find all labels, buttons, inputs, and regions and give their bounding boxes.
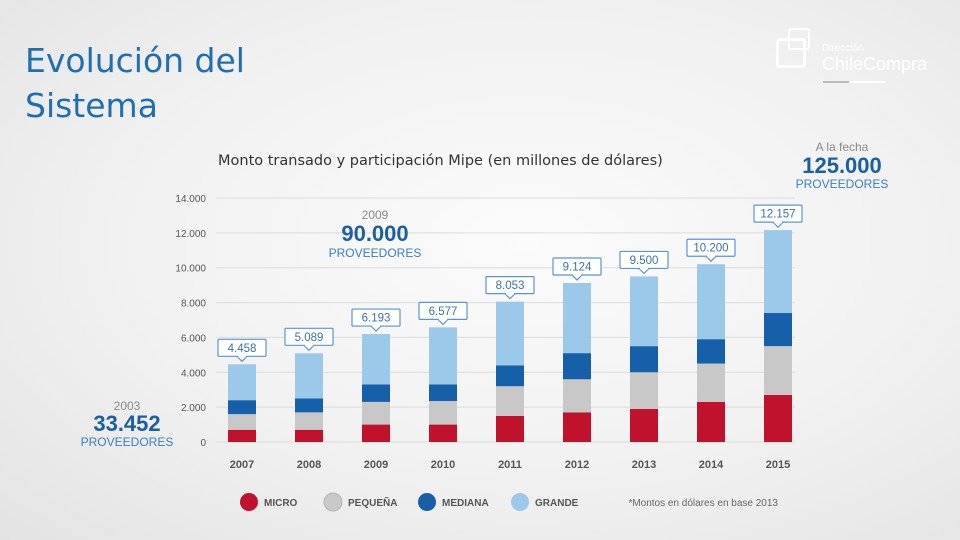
legend-swatch-mediana — [418, 493, 436, 511]
total-callout-pointer-2007 — [236, 355, 248, 363]
total-callout-pointer-2008 — [303, 344, 315, 352]
bar-segment-micro-2014 — [697, 401, 725, 442]
bar-segment-micro-2012 — [563, 412, 591, 442]
bar-segment-pequena-2009 — [362, 401, 390, 425]
y-tick-label: 10.000 — [175, 264, 206, 275]
callout-fecha-label: PROVEEDORES — [796, 177, 889, 191]
chart-footnote: *Montos en dólares en base 2013 — [628, 498, 778, 509]
bar-segment-pequena-2013 — [630, 372, 658, 409]
bar-segment-mediana-2013 — [630, 346, 658, 373]
bar-segment-pequena-2012 — [563, 379, 591, 413]
total-label-2009: 6.193 — [362, 313, 391, 325]
logo-mark-icon — [776, 38, 806, 68]
x-tick-label-2012: 2012 — [565, 459, 589, 471]
total-callout-pointer-2011 — [504, 293, 516, 300]
chart-subtitle: Monto transado y participación Mipe (en … — [218, 153, 663, 169]
bar-segment-pequena-2014 — [697, 363, 725, 402]
legend-swatch-micro — [240, 493, 258, 511]
legend-label-pequena: PEQUEÑA — [348, 496, 397, 509]
callout-2003-year: 2003 — [114, 399, 141, 413]
bar-segment-mediana-2007 — [228, 400, 256, 415]
callout-fecha-value: 125.000 — [802, 153, 882, 178]
total-label-2008: 5.089 — [295, 332, 324, 344]
bar-segment-grande-2010 — [429, 327, 457, 385]
callout-2009-value: 90.000 — [341, 221, 408, 246]
bar-segment-micro-2010 — [429, 424, 457, 442]
bar-segment-micro-2011 — [496, 415, 524, 442]
bar-segment-mediana-2009 — [362, 384, 390, 402]
total-callout-pointer-2015 — [772, 221, 784, 228]
logo-small-text: Dirección — [822, 43, 864, 54]
y-tick-label: 6.000 — [181, 333, 206, 344]
logo-brand-text: ChileCompra — [822, 54, 928, 74]
legend-swatch-pequena — [323, 492, 343, 512]
legend-label-grande: GRANDE — [535, 498, 579, 509]
total-callout-pointer-2009 — [370, 325, 382, 332]
bar-segment-grande-2013 — [630, 276, 658, 347]
bar-segment-grande-2012 — [563, 282, 591, 354]
bar-segment-mediana-2015 — [764, 313, 792, 347]
bar-segment-mediana-2014 — [697, 339, 725, 364]
y-tick-label: 0 — [200, 438, 206, 449]
bar-segment-micro-2007 — [228, 429, 256, 442]
total-callout-pointer-2012 — [571, 274, 583, 281]
total-label-2015: 12.157 — [760, 209, 795, 221]
x-tick-label-2011: 2011 — [498, 459, 522, 471]
logo-underline — [823, 81, 885, 83]
bar-segment-mediana-2008 — [295, 398, 323, 413]
callout-2003-label: PROVEEDORES — [81, 435, 174, 449]
total-label-2012: 9.124 — [563, 261, 592, 273]
x-tick-label-2014: 2014 — [699, 459, 724, 471]
total-label-2014: 10.200 — [693, 243, 728, 255]
bar-segment-grande-2009 — [362, 334, 390, 385]
x-tick-label-2010: 2010 — [431, 459, 455, 471]
y-tick-label: 2.000 — [181, 403, 206, 414]
bar-segment-mediana-2010 — [429, 384, 457, 402]
legend-label-mediana: MEDIANA — [442, 498, 489, 509]
y-tick-label: 8.000 — [181, 299, 206, 310]
total-label-2013: 9.500 — [630, 255, 659, 267]
logo-underline-accent — [823, 81, 849, 83]
bar-segment-grande-2014 — [697, 264, 725, 340]
chilecompra-logo: Dirección ChileCompra — [772, 26, 942, 90]
total-callout-pointer-2010 — [437, 318, 449, 326]
callout-fecha-year: A la fecha — [816, 140, 869, 154]
y-tick-label: 4.000 — [181, 368, 206, 379]
total-callout-pointer-2013 — [638, 268, 650, 275]
x-tick-label-2009: 2009 — [364, 459, 388, 471]
x-tick-label-2015: 2015 — [766, 459, 790, 471]
bar-segment-pequena-2007 — [228, 414, 256, 430]
legend-swatch-grande — [511, 493, 529, 511]
slide-title: Evolución del Sistema — [25, 41, 245, 125]
total-label-2011: 8.053 — [496, 280, 525, 292]
bar-segment-grande-2015 — [764, 230, 792, 314]
bar-segment-micro-2013 — [630, 408, 658, 442]
bar-segment-pequena-2011 — [496, 386, 524, 416]
bar-segment-grande-2007 — [228, 364, 256, 401]
x-tick-label-2008: 2008 — [297, 459, 321, 471]
bar-segment-micro-2008 — [295, 429, 323, 442]
bar-segment-pequena-2015 — [764, 346, 792, 395]
callout-2009-year: 2009 — [362, 208, 389, 222]
y-tick-label: 12.000 — [175, 229, 206, 240]
callout-2009-label: PROVEEDORES — [329, 246, 422, 260]
total-callout-pointer-2014 — [705, 255, 717, 263]
total-label-2007: 4.458 — [228, 343, 257, 355]
bar-segment-micro-2015 — [764, 394, 792, 442]
y-tick-label: 14.000 — [175, 194, 206, 205]
callout-2003-value: 33.452 — [93, 411, 160, 436]
bar-segment-grande-2008 — [295, 353, 323, 399]
total-label-2010: 6.577 — [429, 306, 458, 318]
bar-segment-micro-2009 — [362, 424, 390, 442]
bar-segment-mediana-2011 — [496, 365, 524, 387]
x-tick-label-2007: 2007 — [230, 459, 254, 471]
bar-segment-grande-2011 — [496, 301, 524, 366]
bar-segment-pequena-2008 — [295, 412, 323, 430]
bar-segment-mediana-2012 — [563, 353, 591, 380]
legend-label-micro: MICRO — [264, 498, 298, 509]
bar-segment-pequena-2010 — [429, 401, 457, 425]
x-tick-label-2013: 2013 — [632, 459, 656, 471]
